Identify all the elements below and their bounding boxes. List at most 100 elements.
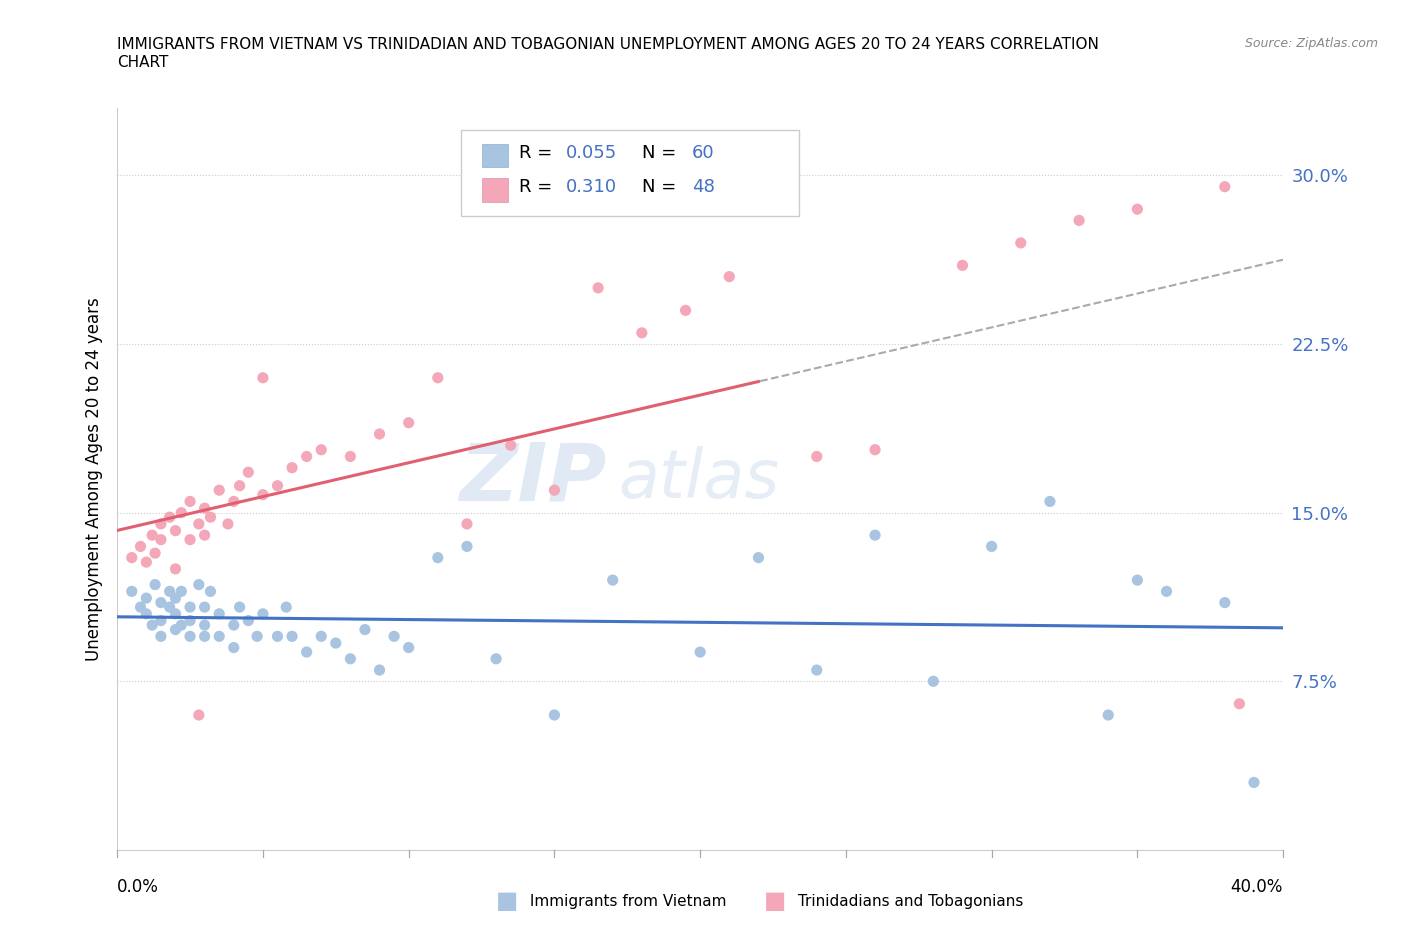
Point (806, 449, 828, 464)
Point (543, 483, 565, 498)
Point (398, 640, 420, 655)
Point (456, 539, 478, 554)
Point (1243, 775, 1265, 790)
Point (179, 494, 201, 509)
Point (863, 443, 886, 458)
Point (1229, 697, 1251, 711)
Text: ■: ■ (496, 889, 519, 913)
Point (281, 460, 304, 475)
Point (382, 629, 405, 644)
Point (194, 600, 217, 615)
Point (187, 708, 209, 723)
Point (187, 516, 209, 531)
Point (179, 629, 201, 644)
Point (170, 584, 193, 599)
Point (222, 494, 245, 509)
Point (194, 618, 217, 632)
Point (159, 510, 181, 525)
Point (1213, 595, 1236, 610)
Point (806, 662, 828, 677)
Point (426, 370, 449, 385)
Text: 60: 60 (692, 143, 714, 162)
Point (121, 551, 143, 565)
Point (718, 269, 741, 284)
Point (309, 443, 332, 458)
Point (165, 591, 187, 605)
Point (543, 708, 565, 723)
Point (194, 629, 217, 644)
Point (1010, 235, 1032, 250)
Bar (482, 143, 508, 167)
Point (863, 527, 886, 542)
Point (689, 644, 711, 659)
Text: Trinidadians and Tobagonians: Trinidadians and Tobagonians (793, 894, 1024, 909)
Point (159, 600, 181, 615)
Point (165, 606, 187, 621)
Point (499, 438, 522, 453)
Point (266, 629, 288, 644)
Point (165, 524, 187, 538)
Text: ■: ■ (763, 889, 786, 913)
Point (141, 527, 163, 542)
Point (339, 449, 361, 464)
Text: IMMIGRANTS FROM VIETNAM VS TRINIDADIAN AND TOBAGONIAN UNEMPLOYMENT AMONG AGES 20: IMMIGRANTS FROM VIETNAM VS TRINIDADIAN A… (117, 37, 1099, 70)
Point (281, 629, 304, 644)
Text: atlas: atlas (619, 446, 780, 512)
Point (165, 562, 187, 577)
Bar (482, 179, 508, 202)
Point (1067, 213, 1090, 228)
Point (325, 635, 347, 650)
Point (129, 600, 152, 615)
Point (1126, 202, 1149, 217)
Point (368, 427, 391, 442)
Point (246, 629, 269, 644)
Point (222, 640, 245, 655)
Point (141, 618, 163, 632)
Point (179, 613, 201, 628)
Point (228, 478, 250, 493)
Point (238, 613, 260, 628)
Text: ZIP: ZIP (460, 440, 607, 518)
Point (135, 606, 157, 621)
Point (170, 618, 193, 632)
Point (208, 629, 231, 644)
Point (485, 651, 508, 666)
Text: 0.310: 0.310 (567, 179, 617, 196)
Point (980, 539, 1002, 554)
Point (266, 478, 288, 493)
Point (952, 258, 974, 272)
Point (135, 591, 157, 605)
Text: R =: R = (519, 179, 558, 196)
Point (194, 500, 217, 515)
Point (165, 622, 187, 637)
Point (339, 651, 361, 666)
Point (208, 483, 231, 498)
Text: 48: 48 (692, 179, 714, 196)
Point (354, 622, 377, 637)
Point (187, 578, 209, 592)
Point (295, 644, 318, 659)
Text: N =: N = (643, 143, 682, 162)
Point (602, 573, 624, 588)
Point (149, 516, 172, 531)
Point (228, 600, 250, 615)
Point (200, 584, 222, 599)
Text: Immigrants from Vietnam: Immigrants from Vietnam (526, 894, 727, 909)
FancyBboxPatch shape (461, 130, 799, 216)
Point (586, 281, 609, 296)
Point (179, 532, 201, 547)
Text: Source: ZipAtlas.com: Source: ZipAtlas.com (1244, 37, 1378, 50)
Point (238, 465, 260, 480)
Point (1213, 179, 1236, 194)
Point (217, 516, 239, 531)
Point (149, 595, 172, 610)
Point (1097, 708, 1119, 723)
Point (295, 449, 318, 464)
Point (1156, 584, 1178, 599)
Point (252, 370, 274, 385)
Point (200, 510, 222, 525)
Point (1039, 494, 1062, 509)
Point (159, 584, 181, 599)
Point (252, 487, 274, 502)
Point (426, 551, 449, 565)
